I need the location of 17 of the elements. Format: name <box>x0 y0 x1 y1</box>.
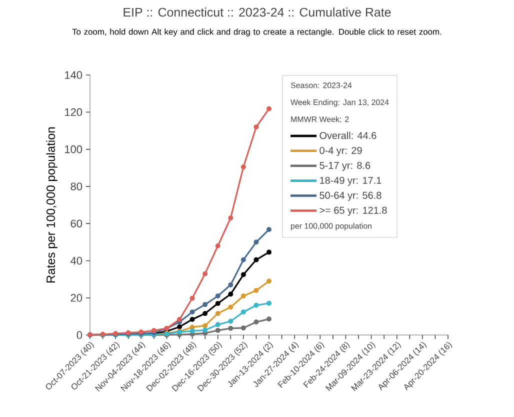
y-tick-label: 0 <box>76 331 82 339</box>
legend-label: 5-17 yr: 8.6 <box>320 162 370 171</box>
y-tick-label: 20 <box>70 294 82 302</box>
legend-label: 50-64 yr: 56.8 <box>320 192 382 201</box>
legend-label: Overall: 44.6 <box>320 132 376 140</box>
y-tick-label: 120 <box>65 108 82 116</box>
y-tick-label: 80 <box>70 182 82 190</box>
y-tick-label: 60 <box>70 220 82 228</box>
y-tick-label: 140 <box>65 71 82 79</box>
y-axis-title: Rates per 100,000 population <box>46 127 58 282</box>
y-tick-label: 40 <box>70 256 82 265</box>
y-tick-label: 100 <box>65 145 82 154</box>
legend-label: >= 65 yr: 121.8 <box>320 206 387 216</box>
legend-label: 0-4 yr: 29 <box>320 146 362 156</box>
chart-subtitle: To zoom, hold down Alt key and click and drag to create a rectangle. Double click to reset zoom. <box>72 28 442 36</box>
chart-title: EIP :: Connecticut :: 2023-24 :: Cumulative Rate <box>124 8 391 17</box>
legend-label: 18-49 yr: 17.1 <box>320 176 382 186</box>
